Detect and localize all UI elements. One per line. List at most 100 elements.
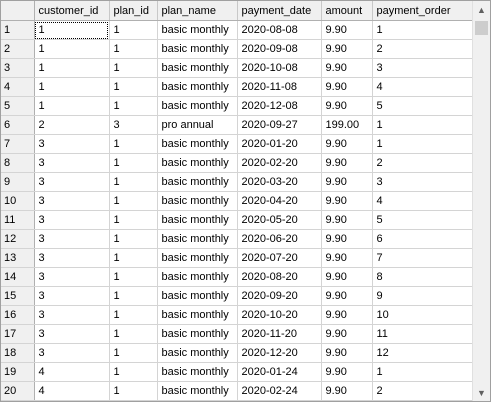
plan-name-cell[interactable]: basic monthly [157,381,238,401]
amount-cell[interactable]: 9.90 [321,172,373,192]
payment-date-cell[interactable]: 2020-09-27 [237,115,322,135]
payment-date-cell[interactable]: 2020-10-08 [237,58,322,78]
customer-id-cell[interactable]: 3 [34,229,110,249]
payment-date-cell[interactable]: 2020-07-20 [237,248,322,268]
plan-id-cell[interactable]: 1 [109,58,158,78]
payment-date-cell[interactable]: 2020-09-20 [237,286,322,306]
table-row[interactable]: 13 3 1 basic monthly 2020-07-20 9.90 7 [1,248,473,268]
customer-id-cell[interactable]: 3 [34,210,110,230]
customer-id-cell[interactable]: 3 [34,267,110,287]
plan-id-cell[interactable]: 1 [109,324,158,344]
payment-date-cell[interactable]: 2020-12-20 [237,343,322,363]
customer-id-cell[interactable]: 1 [34,20,110,40]
plan-name-cell[interactable]: basic monthly [157,39,238,59]
column-header-plan-id[interactable]: plan_id [109,1,158,21]
plan-id-cell[interactable]: 1 [109,153,158,173]
plan-id-cell[interactable]: 1 [109,210,158,230]
plan-id-cell[interactable]: 1 [109,20,158,40]
table-row[interactable]: 2 1 1 basic monthly 2020-09-08 9.90 2 [1,39,473,59]
amount-cell[interactable]: 9.90 [321,210,373,230]
customer-id-cell[interactable]: 3 [34,248,110,268]
plan-name-cell[interactable]: basic monthly [157,172,238,192]
customer-id-cell[interactable]: 1 [34,39,110,59]
payment-date-cell[interactable]: 2020-11-08 [237,77,322,97]
customer-id-cell[interactable]: 4 [34,381,110,401]
amount-cell[interactable]: 199.00 [321,115,373,135]
table-row[interactable]: 15 3 1 basic monthly 2020-09-20 9.90 9 [1,286,473,306]
plan-name-cell[interactable]: basic monthly [157,134,238,154]
amount-cell[interactable]: 9.90 [321,248,373,268]
payment-order-cell[interactable]: 2 [372,153,473,173]
plan-id-cell[interactable]: 1 [109,267,158,287]
payment-order-cell[interactable]: 1 [372,115,473,135]
column-header-plan-name[interactable]: plan_name [157,1,238,21]
plan-id-cell[interactable]: 1 [109,305,158,325]
payment-order-cell[interactable]: 1 [372,20,473,40]
amount-cell[interactable]: 9.90 [321,381,373,401]
amount-cell[interactable]: 9.90 [321,362,373,382]
corner-cell[interactable] [1,1,35,21]
row-number[interactable]: 5 [1,96,35,116]
customer-id-cell[interactable]: 1 [34,96,110,116]
customer-id-cell[interactable]: 3 [34,153,110,173]
row-number[interactable]: 14 [1,267,35,287]
payment-order-cell[interactable]: 5 [372,210,473,230]
plan-id-cell[interactable]: 3 [109,115,158,135]
payment-date-cell[interactable]: 2020-11-20 [237,324,322,344]
row-number[interactable]: 12 [1,229,35,249]
plan-name-cell[interactable]: basic monthly [157,248,238,268]
amount-cell[interactable]: 9.90 [321,343,373,363]
plan-name-cell[interactable]: basic monthly [157,324,238,344]
column-header-payment-date[interactable]: payment_date [237,1,322,21]
plan-id-cell[interactable]: 1 [109,191,158,211]
amount-cell[interactable]: 9.90 [321,77,373,97]
payment-order-cell[interactable]: 11 [372,324,473,344]
table-row[interactable]: 12 3 1 basic monthly 2020-06-20 9.90 6 [1,229,473,249]
payment-order-cell[interactable]: 4 [372,191,473,211]
amount-cell[interactable]: 9.90 [321,39,373,59]
payment-order-cell[interactable]: 9 [372,286,473,306]
customer-id-cell[interactable]: 1 [34,77,110,97]
plan-id-cell[interactable]: 1 [109,96,158,116]
row-number[interactable]: 8 [1,153,35,173]
plan-name-cell[interactable]: basic monthly [157,343,238,363]
table-row[interactable]: 1 1 1 basic monthly 2020-08-08 9.90 1 [1,20,473,40]
row-number[interactable]: 1 [1,20,35,40]
payment-date-cell[interactable]: 2020-04-20 [237,191,322,211]
payment-date-cell[interactable]: 2020-03-20 [237,172,322,192]
amount-cell[interactable]: 9.90 [321,134,373,154]
payment-order-cell[interactable]: 1 [372,362,473,382]
chevron-up-icon[interactable]: ▲ [477,4,486,15]
customer-id-cell[interactable]: 3 [34,324,110,344]
amount-cell[interactable]: 9.90 [321,229,373,249]
table-row[interactable]: 4 1 1 basic monthly 2020-11-08 9.90 4 [1,77,473,97]
table-row[interactable]: 6 2 3 pro annual 2020-09-27 199.00 1 [1,115,473,135]
plan-name-cell[interactable]: basic monthly [157,153,238,173]
table-row[interactable]: 7 3 1 basic monthly 2020-01-20 9.90 1 [1,134,473,154]
payment-order-cell[interactable]: 3 [372,58,473,78]
table-row[interactable]: 11 3 1 basic monthly 2020-05-20 9.90 5 [1,210,473,230]
row-number[interactable]: 3 [1,58,35,78]
customer-id-cell[interactable]: 3 [34,134,110,154]
amount-cell[interactable]: 9.90 [321,96,373,116]
plan-name-cell[interactable]: basic monthly [157,210,238,230]
column-header-amount[interactable]: amount [321,1,373,21]
payment-order-cell[interactable]: 5 [372,96,473,116]
row-number[interactable]: 2 [1,39,35,59]
plan-name-cell[interactable]: pro annual [157,115,238,135]
payment-date-cell[interactable]: 2020-02-24 [237,381,322,401]
table-row[interactable]: 10 3 1 basic monthly 2020-04-20 9.90 4 [1,191,473,211]
vertical-scrollbar[interactable]: ▲ ▼ [472,1,490,401]
plan-id-cell[interactable]: 1 [109,362,158,382]
row-number[interactable]: 7 [1,134,35,154]
payment-date-cell[interactable]: 2020-10-20 [237,305,322,325]
payment-order-cell[interactable]: 12 [372,343,473,363]
table-row[interactable]: 5 1 1 basic monthly 2020-12-08 9.90 5 [1,96,473,116]
row-number[interactable]: 9 [1,172,35,192]
plan-name-cell[interactable]: basic monthly [157,58,238,78]
plan-id-cell[interactable]: 1 [109,134,158,154]
plan-id-cell[interactable]: 1 [109,286,158,306]
payment-order-cell[interactable]: 1 [372,134,473,154]
customer-id-cell[interactable]: 4 [34,362,110,382]
row-number[interactable]: 19 [1,362,35,382]
